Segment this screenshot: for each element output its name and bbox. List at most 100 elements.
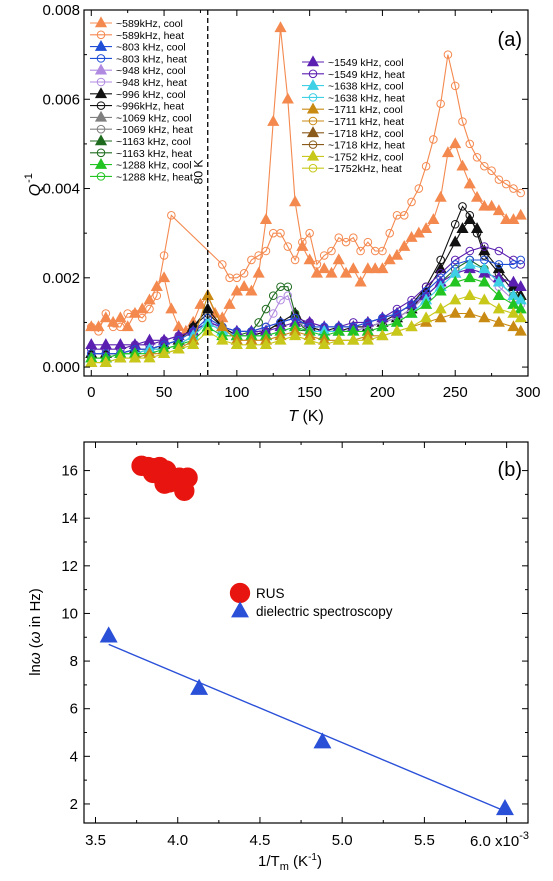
data-point (434, 311, 447, 323)
data-point (376, 262, 389, 274)
legend-label: ~589kHz, cool (116, 18, 183, 30)
data-point (361, 262, 374, 274)
data-point (492, 302, 505, 314)
y-tick-label: 12 (61, 558, 78, 575)
data-point (268, 291, 278, 300)
data-point (420, 297, 433, 309)
data-point (99, 626, 118, 643)
data-point (509, 260, 518, 269)
data-point (319, 251, 329, 260)
data-point (130, 309, 140, 318)
y-tick-label: 8 (70, 653, 78, 670)
data-point (239, 269, 249, 278)
data-point (463, 177, 476, 189)
data-point (303, 333, 316, 345)
panel-a-y-axis-label: Q (27, 184, 44, 196)
data-point (450, 81, 460, 91)
data-point (516, 255, 526, 265)
y-tick-label: 0.000 (42, 359, 80, 376)
legend-marker (94, 16, 108, 28)
legend-item: ~1549 kHz, cool (302, 55, 404, 69)
data-point (405, 320, 418, 332)
legend-marker (96, 77, 106, 87)
data-point (458, 117, 467, 126)
x-tick-label: 50 (156, 384, 173, 401)
legend-marker (94, 63, 108, 75)
data-point (434, 302, 447, 314)
data-point (480, 242, 489, 251)
data-point (478, 293, 491, 305)
data-point (449, 235, 462, 247)
data-point (283, 282, 293, 292)
legend-item: ~1718 kHz, heat (302, 140, 405, 152)
data-point (450, 219, 460, 229)
data-point (232, 273, 242, 283)
legend-label: ~1549 kHz, heat (328, 69, 405, 81)
data-point (514, 208, 527, 220)
data-point (450, 255, 460, 265)
legend-marker (308, 69, 318, 79)
data-point (478, 262, 491, 274)
data-point (500, 213, 513, 225)
legend-marker (96, 101, 106, 110)
data-point (463, 306, 476, 318)
data-point (334, 233, 344, 242)
data-point (281, 92, 294, 104)
data-point (472, 153, 482, 162)
data-point (501, 179, 511, 189)
data-point (157, 347, 171, 358)
data-point (356, 246, 365, 256)
data-point (245, 338, 258, 350)
data-point (318, 338, 331, 350)
legend-label: ~1711 kHz, cool (328, 104, 403, 116)
legend-label: ~1288 kHz, heat (116, 171, 193, 183)
data-point (289, 195, 302, 207)
x-tick-label: 4.5 (250, 832, 271, 849)
legend-item: ~996kHz, heat (90, 101, 184, 113)
legend-item: ~1069 kHz, cool (90, 110, 192, 124)
data-point (472, 228, 482, 238)
legend-marker (96, 148, 106, 158)
data-point (514, 311, 527, 323)
data-point (399, 211, 409, 220)
data-point (361, 333, 374, 345)
panel-b-y-axis-label: lnω (ω in Hz) (27, 588, 44, 676)
data-point (376, 329, 389, 341)
data-point (494, 246, 504, 256)
legend-item: ~1288 kHz, cool (90, 157, 192, 172)
legend-item: ~1163 kHz, cool (90, 134, 191, 148)
panel-a-legend-right: ~1549 kHz, cool~1549 kHz, heat~1638 kHz,… (302, 55, 405, 175)
legend-marker (96, 172, 106, 181)
data-point (194, 297, 207, 309)
legend-marker (94, 134, 108, 146)
panel-b-x-ticks: 3.5 4.0 4.5 5.0 5.5 (85, 442, 508, 849)
y-tick-label: 2 (70, 796, 78, 813)
x-tick-label: 5.0 (332, 832, 353, 849)
data-point (354, 275, 367, 287)
data-point (429, 135, 438, 144)
legend-item: ~1638 kHz, cool (302, 78, 404, 93)
data-point (449, 275, 462, 287)
legend-marker (96, 30, 106, 40)
plot-frame (83, 441, 529, 824)
data-point (267, 114, 280, 126)
data-point (494, 260, 504, 269)
legend-label: ~1069 kHz, heat (116, 124, 193, 136)
legend-marker (308, 163, 318, 173)
y-tick-label: 0.006 (42, 91, 80, 108)
legend-label: ~996kHz, heat (116, 101, 184, 113)
data-point (507, 320, 520, 332)
data-point (347, 262, 360, 274)
x-tick-label: 250 (443, 384, 468, 401)
data-point (480, 161, 489, 171)
data-point (238, 280, 251, 292)
legend-marker (231, 601, 249, 618)
legend-item: ~1711 kHz, heat (302, 116, 404, 128)
data-point (259, 338, 273, 350)
data-point (116, 322, 125, 332)
data-point (347, 333, 360, 345)
data-point (283, 291, 293, 300)
data-point (449, 306, 462, 318)
data-point (290, 255, 300, 265)
data-point (114, 311, 127, 323)
